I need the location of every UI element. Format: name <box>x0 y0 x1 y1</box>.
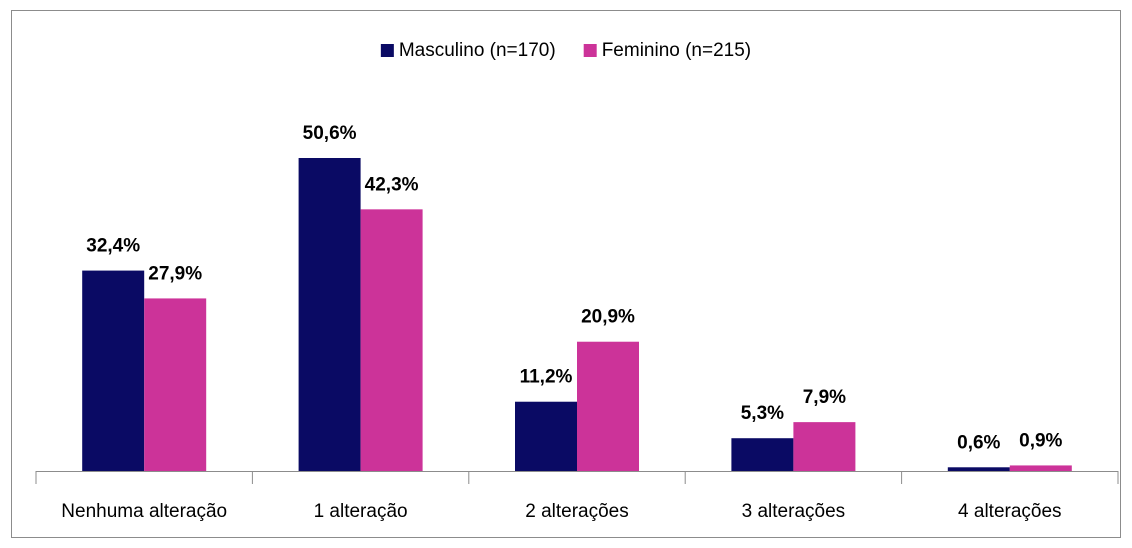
bar <box>947 467 1010 471</box>
data-label: 7,9% <box>803 387 846 408</box>
data-label: 0,9% <box>1019 430 1062 451</box>
bar <box>298 158 361 471</box>
legend-label: Masculino (n=170) <box>399 40 556 61</box>
x-tick-label: 4 alterações <box>958 501 1062 522</box>
x-tick-label: 2 alterações <box>525 501 629 522</box>
legend-swatch <box>583 44 597 57</box>
bar <box>793 422 856 471</box>
bar <box>577 341 639 471</box>
data-label: 50,6% <box>303 123 357 144</box>
bar <box>144 298 207 471</box>
data-label: 32,4% <box>86 236 140 257</box>
x-tick-label: 1 alteração <box>314 501 408 522</box>
x-tick-label: 3 alterações <box>742 501 846 522</box>
data-label: 0,6% <box>957 432 1000 453</box>
data-label: 27,9% <box>148 263 202 284</box>
legend-swatch <box>380 44 394 57</box>
bar <box>1009 465 1072 471</box>
data-label: 11,2% <box>520 367 573 388</box>
data-label: 42,3% <box>365 174 419 195</box>
bar <box>731 438 794 471</box>
bar <box>82 270 145 471</box>
bar <box>360 209 423 471</box>
legend-label: Feminino (n=215) <box>602 40 751 61</box>
x-tick-label: Nenhuma alteração <box>61 501 227 522</box>
data-label: 20,9% <box>581 307 635 328</box>
bar <box>515 401 577 471</box>
data-label: 5,3% <box>741 403 784 424</box>
